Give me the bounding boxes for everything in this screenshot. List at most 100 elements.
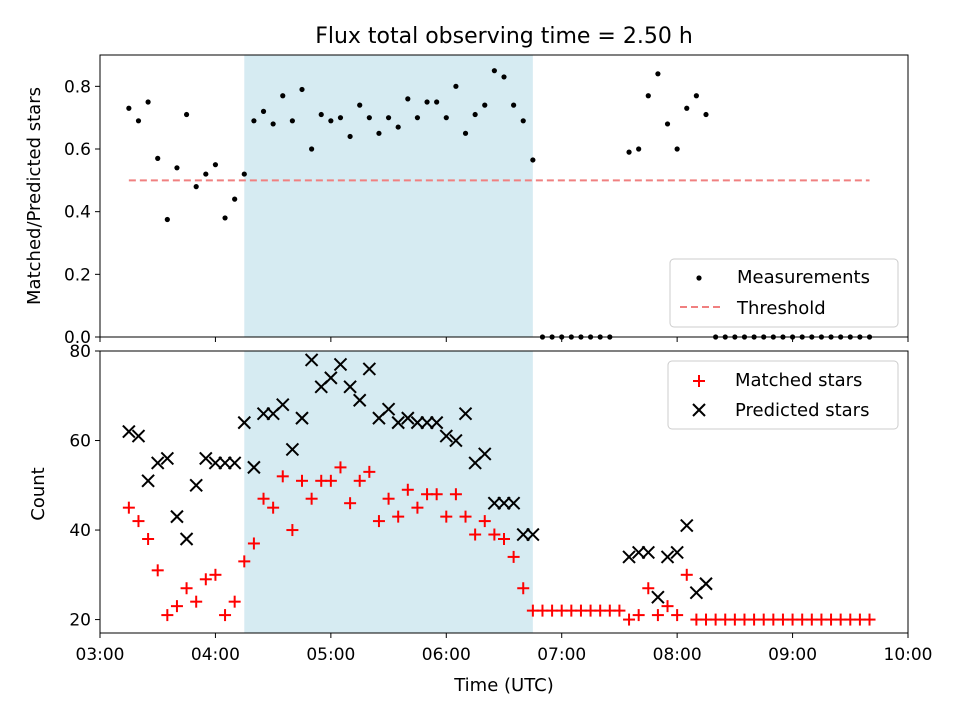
count-y-tick-label: 20 bbox=[69, 611, 91, 631]
measurement-point bbox=[337, 115, 344, 121]
matched-star-point bbox=[353, 474, 366, 487]
measurement-point bbox=[376, 130, 382, 136]
predicted-star-point bbox=[497, 496, 511, 510]
measurement-point bbox=[280, 93, 286, 99]
measurement-point bbox=[222, 215, 228, 221]
ratio-plot-frame bbox=[99, 54, 909, 338]
matched-star-point bbox=[498, 533, 510, 545]
matched-star-point bbox=[661, 600, 674, 613]
predicted-star-point bbox=[381, 402, 396, 416]
ratio-legend: Measurements Threshold bbox=[669, 258, 899, 328]
measurement-point bbox=[626, 149, 632, 155]
matched-star-point bbox=[411, 501, 424, 514]
ratio-y-tick-label: 0.2 bbox=[64, 265, 91, 285]
measurement-point bbox=[664, 121, 671, 127]
measurement-point bbox=[462, 130, 469, 136]
matched-star-point bbox=[440, 510, 453, 523]
predicted-star-point bbox=[304, 353, 319, 367]
predicted-star-point bbox=[295, 411, 309, 425]
predicted-star-point bbox=[199, 451, 213, 466]
predicted-star-point bbox=[285, 442, 300, 457]
measurement-point bbox=[453, 83, 459, 89]
matched-star-point bbox=[382, 492, 395, 505]
matched-star-point bbox=[180, 582, 193, 595]
predicted-star-point bbox=[631, 545, 646, 560]
predicted-star-point bbox=[391, 415, 405, 430]
measurement-point bbox=[260, 108, 267, 114]
predicted-star-point bbox=[208, 456, 223, 470]
count-x-tick-label: 05:00 bbox=[306, 645, 355, 665]
matched-star-point bbox=[449, 488, 462, 501]
predicted-star-point bbox=[256, 406, 271, 421]
predicted-star-point bbox=[247, 460, 261, 475]
ratio-y-ticks: 0.0 0.2 0.4 0.6 0.8 bbox=[64, 77, 100, 348]
predicted-star-point bbox=[218, 456, 232, 470]
measurement-point bbox=[434, 99, 440, 105]
predicted-star-point bbox=[449, 433, 463, 448]
count-y-tick-label: 40 bbox=[69, 521, 91, 541]
matched-star-point bbox=[267, 501, 280, 514]
legend-threshold-label: Threshold bbox=[736, 298, 826, 319]
count-x-tick-label: 06:00 bbox=[422, 645, 471, 665]
count-x-ticks: 03:00 04:00 05:00 06:00 07:00 08:00 09:00 10:00 bbox=[76, 633, 933, 665]
measurement-point bbox=[347, 133, 353, 140]
count-y-tick-label: 60 bbox=[69, 432, 91, 452]
measurement-point bbox=[645, 93, 651, 99]
matched-star-point bbox=[863, 613, 876, 626]
predicted-star-point bbox=[622, 550, 636, 564]
count-legend: Matched stars Predicted stars bbox=[667, 360, 899, 430]
observing-window-shade bbox=[244, 351, 533, 633]
predicted-star-point bbox=[439, 429, 453, 443]
predicted-star-point bbox=[141, 474, 155, 488]
predicted-star-point bbox=[641, 545, 655, 560]
predicted-star-point bbox=[179, 532, 194, 546]
ratio-y-tick-label: 0.4 bbox=[64, 203, 91, 223]
predicted-star-point bbox=[151, 456, 165, 470]
measurement-point bbox=[212, 162, 219, 168]
matched-star-point bbox=[363, 465, 376, 478]
measurement-point bbox=[684, 105, 690, 111]
count-x-tick-label: 04:00 bbox=[191, 645, 240, 665]
measurement-point bbox=[241, 171, 247, 177]
matched-star-point bbox=[161, 609, 174, 622]
matched-star-point bbox=[305, 492, 318, 505]
predicted-star-point bbox=[324, 371, 338, 385]
matched-star-point bbox=[324, 474, 337, 487]
measurement-point bbox=[318, 111, 324, 118]
matched-star-point bbox=[132, 515, 145, 528]
measurement-point bbox=[270, 121, 276, 127]
matched-star-point bbox=[219, 609, 232, 622]
measurement-point bbox=[414, 115, 421, 121]
count-plot-frame bbox=[99, 350, 909, 634]
measurement-point bbox=[655, 71, 661, 77]
count-x-tick-label: 03:00 bbox=[76, 645, 125, 665]
predicted-star-point bbox=[478, 447, 492, 461]
measurement-point bbox=[472, 111, 478, 118]
predicted-star-point bbox=[401, 411, 415, 425]
matched-star-point bbox=[430, 488, 443, 501]
measurement-point bbox=[328, 118, 334, 124]
predicted-star-point bbox=[516, 527, 530, 542]
ratio-y-axis-label: Matched/Predicted stars bbox=[24, 87, 45, 305]
predicted-star-point bbox=[343, 380, 357, 394]
legend-matched-marker bbox=[693, 375, 705, 387]
ratio-panel: 0.0 0.2 0.4 0.6 0.8 Flux total observing tim… bbox=[24, 24, 909, 348]
measurement-point bbox=[232, 196, 238, 202]
measurement-point bbox=[289, 118, 295, 124]
count-x-tick-label: 07:00 bbox=[537, 645, 586, 665]
measurement-point bbox=[501, 74, 507, 80]
predicted-star-point bbox=[122, 424, 136, 439]
ratio-x-ticks bbox=[99, 337, 909, 342]
predicted-star-point bbox=[362, 362, 377, 376]
predicted-star-point bbox=[160, 451, 175, 466]
predicted-star-point bbox=[237, 415, 251, 430]
measurement-point bbox=[385, 115, 392, 121]
matched-star-point bbox=[286, 524, 299, 537]
measurement-point bbox=[405, 96, 411, 102]
legend-matched-label: Matched stars bbox=[735, 370, 862, 391]
predicted-star-point bbox=[487, 496, 502, 510]
predicted-star-point bbox=[506, 496, 521, 510]
predicted-star-point bbox=[660, 550, 675, 564]
measurement-point bbox=[193, 184, 199, 190]
